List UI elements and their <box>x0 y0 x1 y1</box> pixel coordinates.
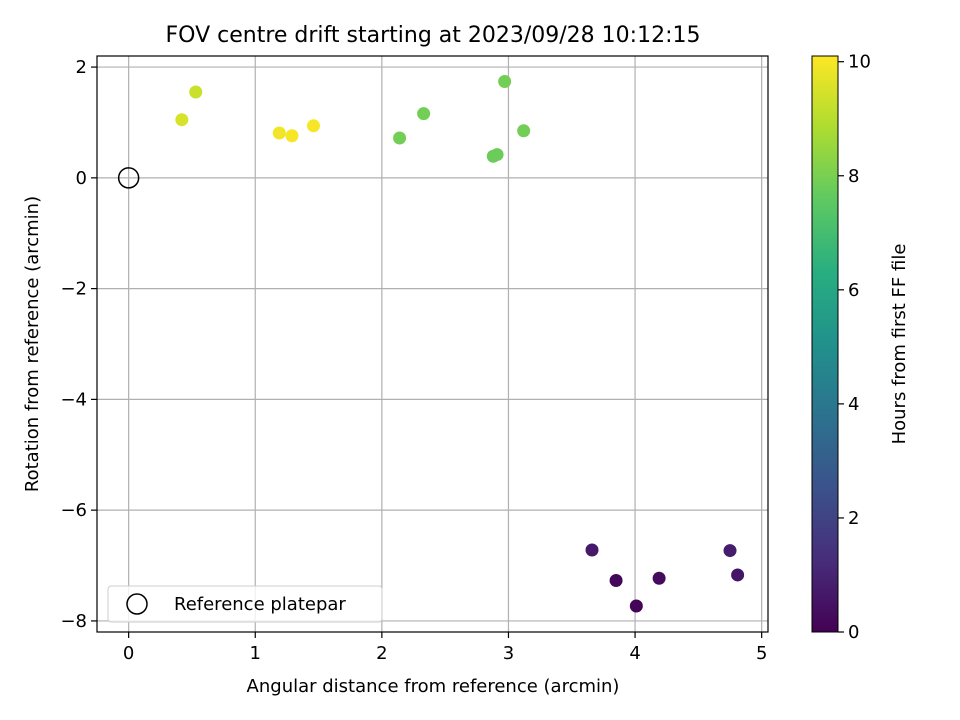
reference-marker-group <box>117 167 140 189</box>
y-axis-ticks: −8 −6 −4 −2 0 2 <box>60 57 97 632</box>
reference-platepar-marker <box>117 167 140 189</box>
data-point <box>609 573 623 587</box>
legend-label: Reference platepar <box>174 594 346 615</box>
legend-box <box>107 585 383 623</box>
colorbar-tick-label: 4 <box>848 394 859 415</box>
colorbar-tick-label: 2 <box>848 508 859 529</box>
x-tick-label: 2 <box>376 643 387 664</box>
colorbar-tick-label: 0 <box>848 622 859 643</box>
y-tick-label: −8 <box>60 611 87 632</box>
legend-open-circle-icon <box>126 593 148 615</box>
y-tick-label: −6 <box>60 500 87 521</box>
data-point <box>585 543 599 557</box>
x-tick-label: 3 <box>503 643 514 664</box>
y-tick-label: 2 <box>76 57 87 78</box>
y-axis-label: Rotation from reference (arcmin) <box>22 196 43 492</box>
data-point <box>723 544 737 558</box>
data-point <box>652 571 666 585</box>
data-point <box>175 113 189 127</box>
colorbar-tick-label: 10 <box>848 52 871 73</box>
y-tick-label: −4 <box>60 389 87 410</box>
chart-title: FOV centre drift starting at 2023/09/28 … <box>166 23 701 48</box>
colorbar <box>811 55 839 633</box>
y-tick-label: −2 <box>60 279 87 300</box>
x-axis-ticks: 0 1 2 3 4 5 <box>123 632 767 664</box>
data-point <box>498 74 512 88</box>
data-point <box>189 85 203 99</box>
data-point <box>629 599 643 613</box>
data-point <box>306 119 320 133</box>
y-tick-label: 0 <box>76 168 87 189</box>
x-axis-label: Angular distance from reference (arcmin) <box>247 676 620 697</box>
colorbar-tick-label: 8 <box>848 166 859 187</box>
data-point <box>285 129 299 143</box>
legend: Reference platepar <box>107 585 383 623</box>
data-points <box>175 74 745 613</box>
colorbar-label: Hours from first FF file <box>889 244 910 445</box>
x-tick-label: 1 <box>250 643 261 664</box>
data-point <box>393 131 407 145</box>
axes-frame <box>96 55 769 633</box>
colorbar-ticks: 0 2 4 6 8 10 <box>838 52 871 643</box>
data-point <box>517 124 531 138</box>
colorbar-tick-label: 6 <box>848 280 859 301</box>
data-point <box>272 126 286 140</box>
x-tick-label: 0 <box>123 643 134 664</box>
x-tick-label: 5 <box>756 643 767 664</box>
data-point <box>417 107 431 121</box>
x-tick-label: 4 <box>629 643 640 664</box>
grid-lines <box>97 56 768 632</box>
data-point <box>490 148 504 162</box>
data-point <box>731 568 745 582</box>
